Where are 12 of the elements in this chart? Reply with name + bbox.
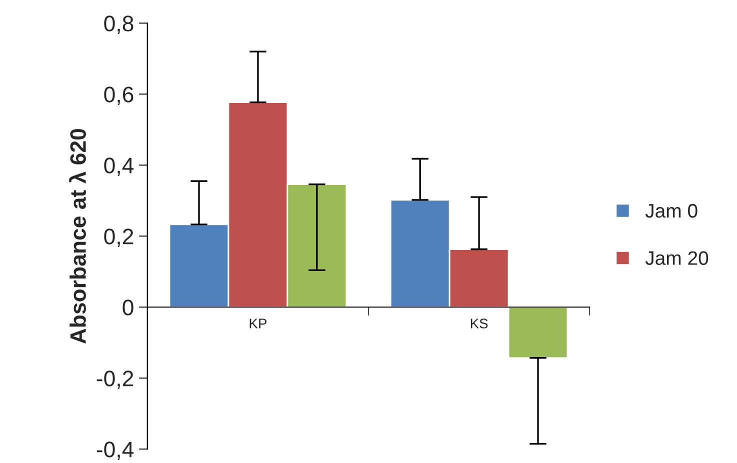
y-tick-label: -0,4 bbox=[96, 442, 134, 460]
x-tick-label: KP bbox=[250, 318, 266, 328]
y-tick-label: 0,6 bbox=[104, 86, 134, 106]
y-tick-label: -0,2 bbox=[96, 370, 134, 390]
y-tick-label: 0,4 bbox=[104, 158, 134, 176]
legend-label: Jam 0 bbox=[645, 204, 698, 218]
y-tick-label: 0,2 bbox=[104, 228, 134, 248]
y-tick-label: 0,8 bbox=[104, 16, 134, 34]
y-tick-label: 0 bbox=[122, 300, 134, 316]
y-axis-title: Absorbance at λ 620 bbox=[69, 128, 86, 344]
legend-label: Jam 20 bbox=[645, 251, 708, 265]
x-tick-label: KS bbox=[470, 318, 488, 328]
